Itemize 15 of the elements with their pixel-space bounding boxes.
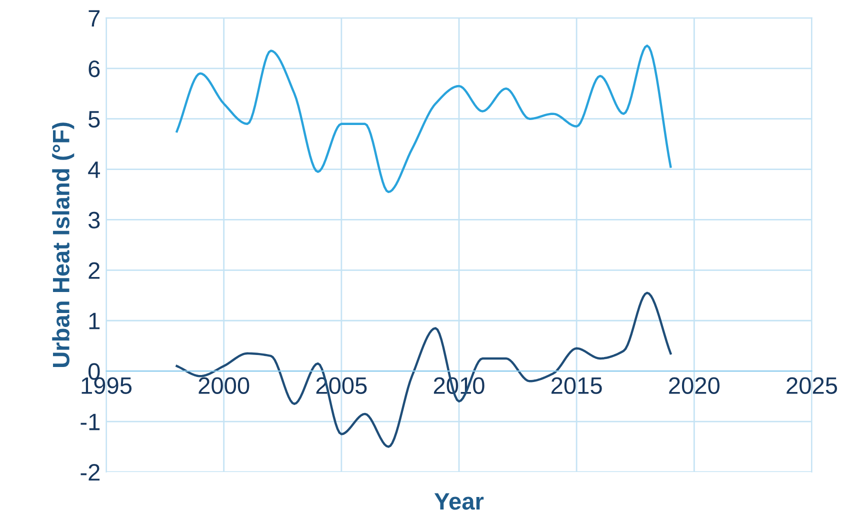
y-axis-title: Urban Heat Island (°F) <box>52 122 74 367</box>
x-tick-label: 2015 <box>552 377 602 394</box>
y-tick-label: 7 <box>88 10 100 27</box>
y-tick-label: 6 <box>88 60 100 78</box>
y-tick-label: -1 <box>80 414 100 430</box>
y-tick-label: 2 <box>88 262 100 279</box>
x-axis-title: Year <box>434 493 484 510</box>
x-tick-label: 2020 <box>669 377 720 394</box>
y-tick-label: 1 <box>89 312 100 330</box>
y-tick-label: 3 <box>88 212 100 229</box>
y-tick-label: 5 <box>88 111 100 128</box>
x-tick-label: 2025 <box>786 377 838 394</box>
y-tick-label: -2 <box>80 464 100 481</box>
y-tick-label: 4 <box>88 162 100 178</box>
x-tick-label: 2000 <box>198 377 250 394</box>
